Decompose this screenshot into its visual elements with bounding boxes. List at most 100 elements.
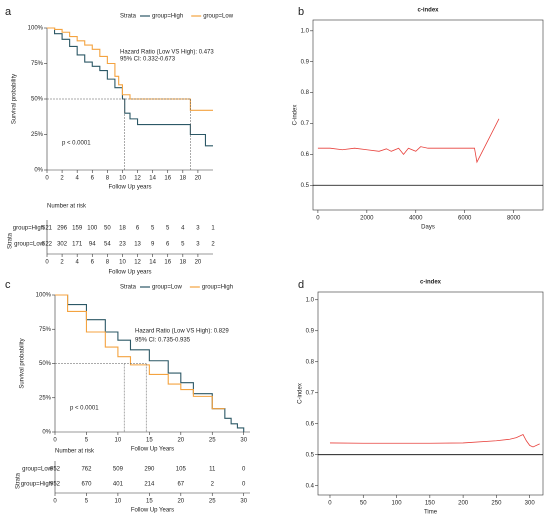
y-axis-label: Survival probability [20,338,26,388]
panel-letter: d [298,279,304,291]
risk-value: 0 [242,482,246,488]
risk-value: 159 [72,226,83,232]
risk-value: 3 [196,242,200,248]
risk-value: 952 [50,482,61,488]
risk-table-title: Number at risk [55,449,95,455]
risk-x-tick-label: 5 [85,499,89,505]
risk-table-ylabel: Strata [8,232,14,249]
risk-x-tick-label: 30 [240,499,247,505]
survival-curve [55,294,225,410]
panel-letter: b [298,6,304,18]
risk-value: 670 [81,482,92,488]
x-tick-label: 6000 [458,216,472,222]
risk-value: 50 [104,226,111,232]
risk-value: 302 [57,242,68,248]
risk-value: 94 [89,242,96,248]
x-tick-label: 200 [458,501,469,507]
risk-row-label: group=Low [14,242,45,248]
legend-label: group=High [202,285,233,291]
risk-value: 9 [151,242,155,248]
y-tick-label: 0.9 [301,59,310,65]
risk-value: 6 [166,242,170,248]
annotation: Hazard Ratio (Low VS High): 0.829 [135,329,229,335]
risk-value: 296 [57,226,68,232]
c-index-line [329,434,540,448]
risk-value: 11 [209,467,216,473]
x-tick-label: 50 [360,501,367,507]
x-tick-label: 0 [316,216,320,222]
risk-value: 3 [196,226,200,232]
risk-x-tick-label: 16 [164,260,171,266]
risk-value: 5 [166,226,170,232]
annotation: 95% CI: 0.735-0.935 [135,338,191,344]
survival-curve [55,294,245,432]
panel-letter: a [5,6,12,18]
chart-title: c-index [417,8,439,14]
x-tick-label: 5 [85,438,89,444]
y-tick-label: 100% [28,26,44,32]
risk-value: 2 [211,482,215,488]
risk-value: 54 [104,242,111,248]
risk-value: 171 [72,242,83,248]
risk-value: 401 [113,482,124,488]
y-tick-label: 0.7 [306,390,315,396]
risk-row-label: group=High [21,482,52,488]
x-tick-label: 2000 [360,216,374,222]
y-tick-label: 0.4 [306,483,315,489]
x-tick-label: 15 [146,438,153,444]
x-axis-label: Time [424,510,438,516]
risk-x-tick-label: 18 [179,260,186,266]
y-tick-label: 75% [31,61,44,67]
risk-x-tick-label: 25 [209,499,216,505]
x-tick-label: 0 [53,438,57,444]
panel-letter: c [5,279,11,291]
x-tick-label: 12 [134,176,141,182]
x-tick-label: 100 [392,501,403,507]
y-tick-label: 0.9 [306,328,315,334]
y-tick-label: 25% [31,132,44,138]
y-axis-label: Survival probability [12,74,18,124]
x-tick-label: 8000 [507,216,521,222]
y-tick-label: 0.5 [306,452,315,458]
risk-x-tick-label: 10 [119,260,126,266]
risk-value: 214 [144,482,155,488]
risk-value: 6 [136,226,140,232]
risk-x-tick-label: 6 [91,260,95,266]
risk-value: 105 [176,467,187,473]
y-tick-label: 0.6 [306,421,315,427]
risk-value: 100 [87,226,98,232]
annotation: 95% CI: 0.332-0.673 [120,57,176,63]
y-tick-label: 50% [39,361,52,367]
x-tick-label: 10 [115,438,122,444]
x-tick-label: 150 [425,501,436,507]
risk-value: 67 [177,482,184,488]
risk-x-axis-label: Follow Up years [108,270,151,276]
y-tick-label: 0.7 [301,121,310,127]
c-index-line [317,118,500,164]
risk-x-tick-label: 15 [146,499,153,505]
risk-x-tick-label: 10 [115,499,122,505]
risk-value: 0 [242,467,246,473]
x-tick-label: 2 [60,176,64,182]
risk-x-tick-label: 0 [53,499,57,505]
x-tick-label: 25 [209,438,216,444]
risk-x-axis-label: Follow Up Years [131,508,174,514]
x-axis-label: Days [421,225,435,231]
risk-row-label: group=High [13,226,44,232]
y-tick-label: 100% [36,293,52,299]
risk-value: 2 [211,242,215,248]
plot-frame [312,19,544,211]
risk-value: 522 [42,242,53,248]
x-axis-label: Follow Up Years [131,447,174,453]
chart-title: c-index [420,280,442,286]
risk-value: 762 [81,467,92,473]
legend-label: group=High [152,14,183,20]
risk-row-label: group=Low [22,467,53,473]
y-tick-label: 25% [39,395,52,401]
x-tick-label: 20 [195,176,202,182]
risk-table-title: Number at risk [47,204,87,210]
x-tick-label: 4 [76,176,80,182]
risk-x-tick-label: 14 [149,260,156,266]
risk-value: 23 [119,242,126,248]
